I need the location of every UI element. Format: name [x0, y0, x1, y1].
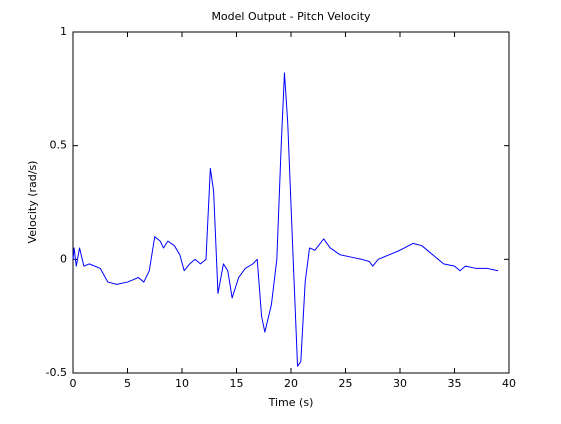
x-tick-label: 10 — [175, 377, 189, 390]
x-tick-label: 0 — [70, 377, 77, 390]
y-axis-label: Velocity (rad/s) — [26, 161, 39, 244]
y-tick-label: -0.5 — [46, 366, 67, 379]
x-tick-label: 5 — [124, 377, 131, 390]
x-tick-label: 20 — [284, 377, 298, 390]
x-tick-label: 40 — [502, 377, 516, 390]
y-tick-label: 1 — [60, 25, 67, 38]
x-tick-label: 30 — [393, 377, 407, 390]
x-tick-label: 35 — [448, 377, 462, 390]
x-tick-label: 25 — [339, 377, 353, 390]
chart-title: Model Output - Pitch Velocity — [211, 10, 371, 23]
x-tick-label: 15 — [230, 377, 244, 390]
y-tick-label: 0 — [60, 252, 67, 265]
data-line — [72, 72, 499, 367]
y-tick-label: 0.5 — [50, 139, 68, 152]
x-axis-label: Time (s) — [268, 396, 314, 409]
